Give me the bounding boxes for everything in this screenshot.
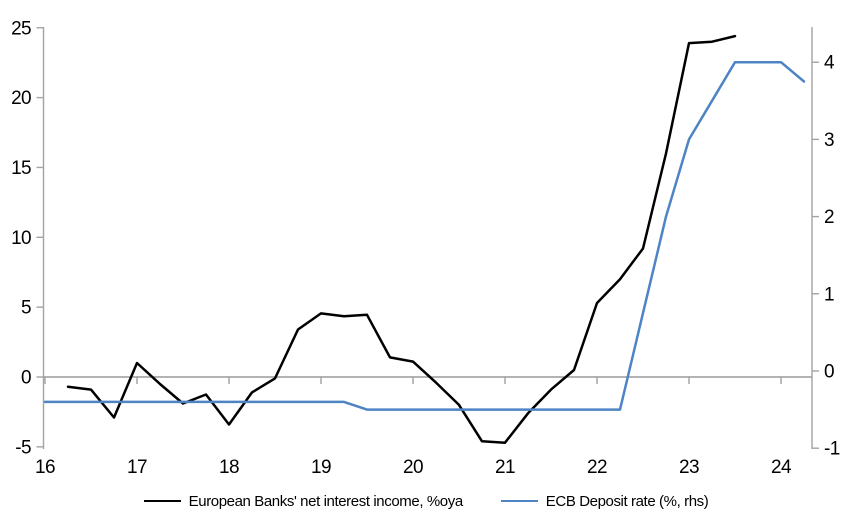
x-axis-tick-label: 16 xyxy=(35,457,55,478)
axes xyxy=(36,27,819,449)
left-axis-tick-label: -5 xyxy=(15,437,31,458)
left-axis-tick-label: 10 xyxy=(11,228,31,249)
chart-legend: European Banks' net interest income, %oy… xyxy=(0,491,852,511)
left-axis-tick-label: 15 xyxy=(11,158,31,179)
net-interest-income-legend-label: European Banks' net interest income, %oy… xyxy=(188,492,464,510)
x-axis-tick-label: 24 xyxy=(771,457,792,478)
x-axis-tick-label: 20 xyxy=(403,457,423,478)
left-axis-tick-label: 25 xyxy=(11,18,31,39)
left-axis-tick-label: 20 xyxy=(11,88,31,109)
x-axis-tick-label: 18 xyxy=(219,457,239,478)
ecb-deposit-rate-line-swatch xyxy=(500,499,538,503)
legend-item-net-interest-income: European Banks' net interest income, %oy… xyxy=(143,492,464,510)
x-axis-tick-label: 22 xyxy=(587,457,607,478)
x-axis-tick-label: 23 xyxy=(679,457,699,478)
legend-item-ecb-deposit-rate: ECB Deposit rate (%, rhs) xyxy=(500,492,709,510)
net-interest-income-series-line xyxy=(66,34,737,444)
left-axis-tick-label: 0 xyxy=(21,368,31,389)
left-axis-tick-label: 5 xyxy=(21,298,31,319)
right-axis-tick-label: 4 xyxy=(824,53,835,74)
ecb-deposit-rate-series-line xyxy=(43,60,806,411)
right-axis-tick-label: 2 xyxy=(824,207,834,228)
x-axis-tick-label: 19 xyxy=(311,457,331,478)
right-axis-tick-label: 3 xyxy=(824,130,834,151)
right-axis-tick-label: 0 xyxy=(824,362,834,383)
right-axis-tick-label: 1 xyxy=(824,284,834,305)
ecb-deposit-rate-legend-label: ECB Deposit rate (%, rhs) xyxy=(545,492,709,510)
x-axis-tick-label: 17 xyxy=(127,457,147,478)
x-axis-tick-label: 21 xyxy=(495,457,515,478)
net-interest-income-line-swatch xyxy=(143,499,181,503)
right-axis-tick-label: -1 xyxy=(824,439,840,460)
